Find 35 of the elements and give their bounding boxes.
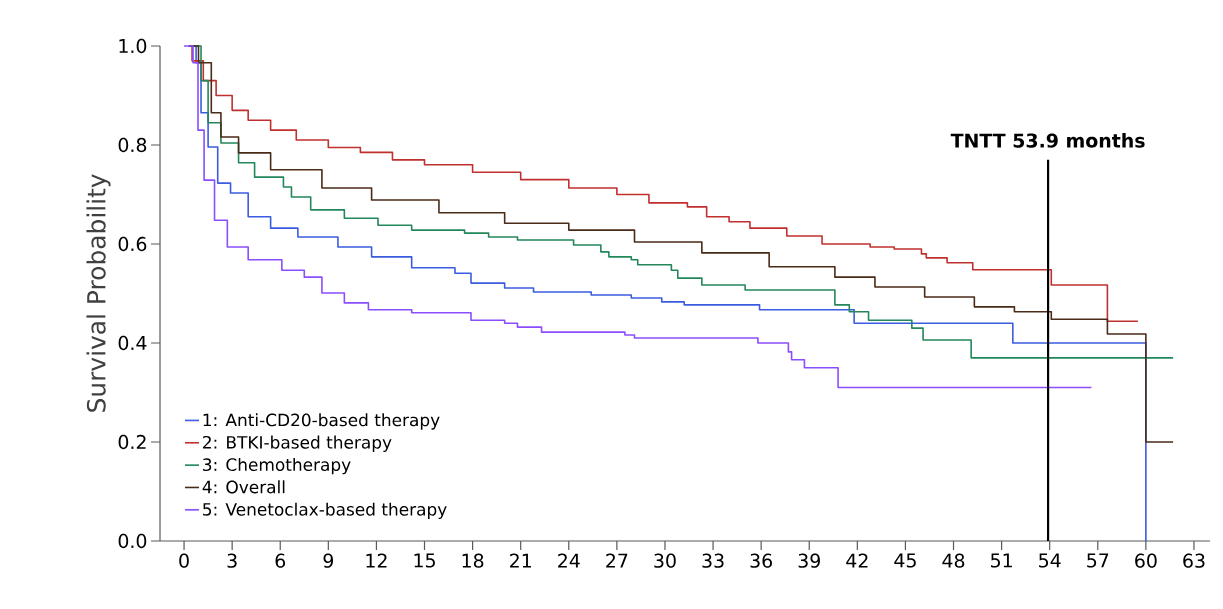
x-tick-label: 54 bbox=[1039, 553, 1061, 568]
x-tick-label: 51 bbox=[991, 553, 1012, 568]
x-tick-label: 45 bbox=[894, 553, 916, 568]
x-tick-label: 42 bbox=[846, 553, 868, 568]
x-tick-label: 21 bbox=[510, 553, 531, 568]
y-tick-label: 0.0 bbox=[118, 533, 147, 549]
x-tick-label: 39 bbox=[798, 553, 820, 568]
x-tick-label: 9 bbox=[323, 553, 334, 568]
x-tick-label: 3 bbox=[227, 553, 237, 568]
x-tick-label: 33 bbox=[702, 553, 724, 568]
y-tick-label: 0.6 bbox=[118, 236, 147, 252]
x-tick-label: 63 bbox=[1183, 553, 1205, 568]
x-tick-label: 60 bbox=[1135, 553, 1157, 568]
y-tick-label: 0.8 bbox=[118, 137, 147, 153]
legend-label: 3: Chemotherapy bbox=[203, 457, 351, 475]
y-tick-label: 1.0 bbox=[119, 38, 147, 54]
x-tick-label: 36 bbox=[750, 553, 772, 568]
y-tick-label: 0.2 bbox=[118, 434, 146, 450]
x-tick-label: 0 bbox=[179, 553, 189, 568]
x-tick-label: 18 bbox=[462, 553, 484, 568]
x-tick-label: 15 bbox=[414, 553, 435, 568]
x-tick-label: 57 bbox=[1087, 553, 1109, 568]
y-tick-label: 0.4 bbox=[118, 335, 147, 351]
x-tick-label: 48 bbox=[942, 553, 965, 568]
x-tick-label: 27 bbox=[606, 553, 628, 568]
y-axis-title: Survival Probability bbox=[86, 174, 111, 412]
ref-line-label: TNTT 53.9 months bbox=[950, 133, 1145, 148]
legend-label: 2: BTKI-based therapy bbox=[203, 435, 392, 452]
x-tick-label: 24 bbox=[558, 553, 580, 568]
x-tick-label: 6 bbox=[275, 553, 286, 568]
legend-label: 4: Overall bbox=[202, 480, 285, 494]
x-tick-label: 12 bbox=[366, 553, 387, 568]
x-tick-label: 30 bbox=[654, 553, 676, 568]
legend-label: 1: Anti-CD20-based therapy bbox=[203, 413, 440, 430]
legend-label: 5: Venetoclax-based therapy bbox=[203, 502, 447, 520]
